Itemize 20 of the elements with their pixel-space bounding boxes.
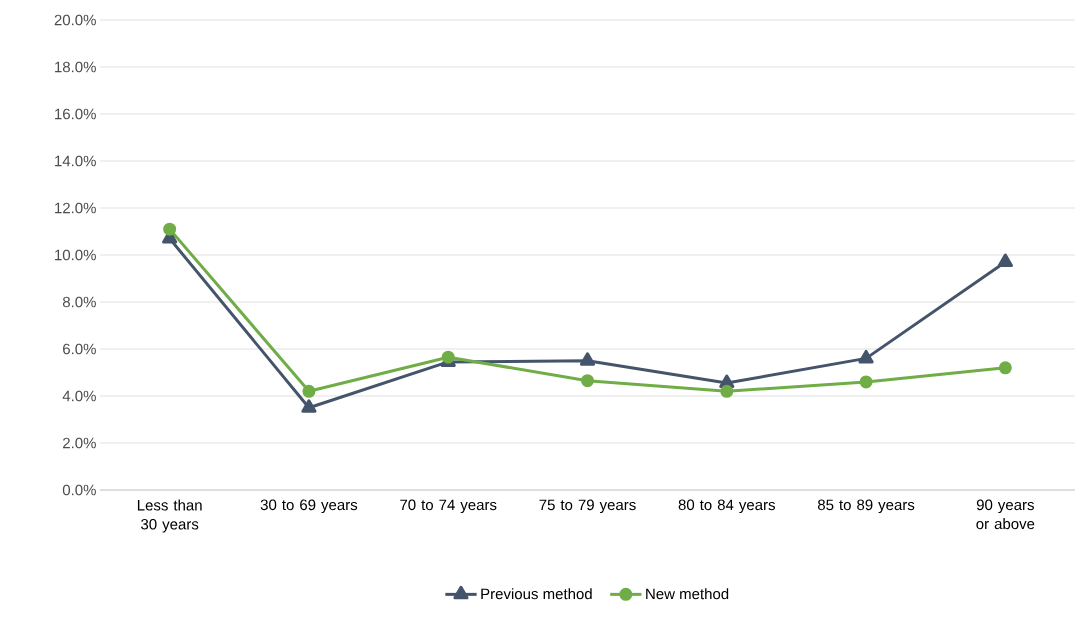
- x-tick-label: 85 to 89 years: [817, 499, 915, 514]
- y-tick-label: 20.0%: [54, 14, 96, 26]
- legend-label: Previous method: [481, 588, 592, 600]
- y-tick-label: 4.0%: [62, 390, 96, 402]
- x-tick-label: 70 to 74 years: [400, 499, 497, 514]
- x-tick-label: 90 years or above: [976, 499, 1035, 530]
- y-tick-label: 12.0%: [55, 202, 96, 214]
- y-tick-label: 10.0%: [55, 249, 96, 261]
- legend-label: New method: [646, 588, 729, 600]
- y-tick-label: 8.0%: [62, 296, 96, 308]
- y-tick-label: 0.0%: [62, 484, 96, 496]
- x-tick-label: 30 to 69 years: [260, 499, 358, 514]
- x-tick-label: 75 to 79 years: [539, 499, 636, 514]
- y-tick-label: 14.0%: [55, 155, 96, 167]
- x-tick-label: 80 to 84 years: [678, 499, 775, 514]
- y-tick-label: 16.0%: [55, 108, 96, 120]
- x-tick-label: Less than 30 years: [137, 499, 202, 533]
- y-tick-label: 6.0%: [63, 343, 96, 355]
- y-tick-label: 18.0%: [55, 61, 96, 73]
- y-tick-label: 2.0%: [63, 437, 96, 449]
